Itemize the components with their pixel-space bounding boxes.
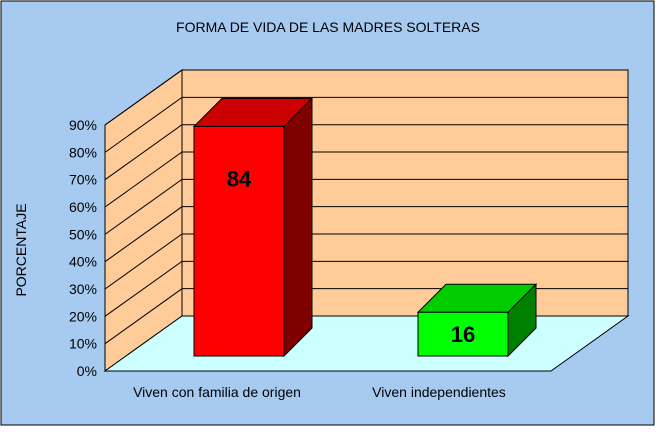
gridline bbox=[104, 96, 628, 153]
gridline bbox=[104, 260, 628, 317]
gridline bbox=[104, 233, 628, 290]
gridlines bbox=[104, 69, 628, 345]
y-axis-ticks: 0% 10% 20% 30% 40% 50% 60% 70% 80% 90% bbox=[69, 117, 97, 379]
y-tick-label: 30% bbox=[69, 281, 97, 297]
gridline bbox=[104, 124, 628, 181]
y-tick-label: 0% bbox=[77, 363, 97, 379]
y-tick-label: 10% bbox=[69, 336, 97, 352]
bar bbox=[193, 125, 285, 357]
bars: 84 16 bbox=[192, 97, 538, 358]
bar-group: 16 bbox=[416, 283, 538, 358]
y-tick-label: 40% bbox=[69, 254, 97, 270]
y-axis-label: PORCENTAJE bbox=[13, 203, 29, 296]
floor bbox=[103, 315, 630, 372]
gridline bbox=[104, 206, 628, 263]
y-tick-label: 20% bbox=[69, 308, 97, 324]
bar-group: 84 bbox=[192, 97, 314, 358]
bar-value-label: 16 bbox=[451, 322, 475, 347]
y-tick-label: 80% bbox=[69, 144, 97, 160]
gridline bbox=[104, 69, 628, 126]
bar bbox=[417, 311, 509, 357]
bar-side bbox=[283, 97, 313, 358]
gridline bbox=[104, 178, 628, 235]
x-category-label: Viven con familia de origen bbox=[133, 384, 301, 400]
y-tick-label: 70% bbox=[69, 172, 97, 188]
x-category-label: Viven independientes bbox=[372, 384, 506, 400]
chart-title: FORMA DE VIDA DE LAS MADRES SOLTERAS bbox=[176, 19, 480, 35]
y-tick-label: 50% bbox=[69, 226, 97, 242]
gridline bbox=[104, 151, 628, 208]
x-axis-labels: Viven con familia de origen Viven indepen… bbox=[133, 384, 506, 400]
bar-value-label: 84 bbox=[227, 166, 252, 191]
y-tick-label: 60% bbox=[69, 199, 97, 215]
y-tick-label: 90% bbox=[69, 117, 97, 133]
